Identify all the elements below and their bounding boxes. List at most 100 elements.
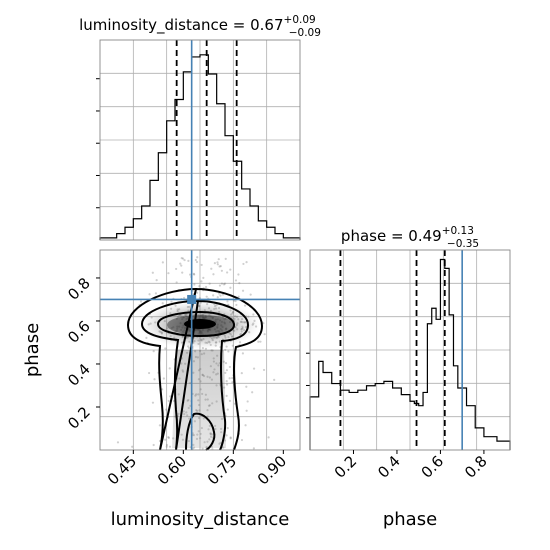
scatter-point (227, 350, 230, 353)
scatter-point (196, 256, 199, 259)
joint-xtick-label: 0.75 (204, 452, 240, 488)
phase-xtick-label: 0.2 (331, 452, 361, 482)
scatter-point (267, 436, 270, 439)
scatter-point (219, 294, 222, 297)
joint-xtick-label: 0.60 (154, 452, 190, 488)
scatter-point (212, 294, 215, 297)
scatter-point (249, 293, 252, 296)
scatter-point (240, 372, 243, 375)
scatter-point (245, 385, 248, 388)
joint-xticks: 0.45 0.60 0.75 0.90 (104, 450, 290, 488)
scatter-point (168, 367, 171, 370)
scatter-point (221, 293, 225, 296)
scatter-point (263, 333, 266, 336)
scatter-point (224, 348, 227, 352)
scatter-point (212, 273, 215, 276)
scatter-point (131, 445, 134, 448)
scatter-point (231, 376, 234, 380)
scatter-point (198, 285, 201, 288)
scatter-point (219, 265, 222, 268)
scatter-point (148, 293, 151, 296)
scatter-point (220, 282, 224, 285)
scatter-point (216, 296, 219, 299)
scatter-point (167, 399, 170, 403)
scatter-point (161, 302, 164, 305)
scatter-point (252, 447, 255, 450)
contour-tail-inner (185, 412, 216, 451)
scatter-point (234, 279, 238, 282)
scatter-point (228, 399, 232, 402)
scatter-point (161, 261, 164, 264)
ld-hist-grid (100, 40, 300, 240)
scatter-point (245, 409, 248, 412)
scatter-point (151, 271, 154, 274)
scatter-point (237, 295, 240, 298)
density-tail (172, 350, 226, 448)
joint-ytick-label: 0.6 (64, 317, 94, 347)
phase-hist-xticks: 0.2 0.4 0.6 0.8 (331, 450, 491, 482)
contour-inner (156, 310, 236, 338)
joint-ytick-label: 0.4 (64, 360, 94, 390)
scatter-point (257, 340, 260, 343)
scatter-point (229, 436, 232, 439)
ld-hist-title: luminosity_distance = 0.67+0.09 −0.09 (79, 14, 321, 39)
scatter-point (167, 436, 170, 439)
joint-ytick-label: 0.8 (64, 274, 94, 304)
joint-ytick-label: 0.2 (64, 403, 94, 433)
scatter-point (152, 350, 155, 353)
scatter-point (218, 284, 222, 287)
scatter-point (251, 391, 254, 394)
scatter-point (165, 408, 168, 411)
scatter-point (175, 267, 178, 271)
scatter-point (234, 299, 237, 303)
scatter-point (195, 291, 199, 294)
ld-hist-panel: luminosity_distance = 0.67+0.09 −0.09 (79, 14, 321, 241)
scatter-point (229, 286, 232, 289)
scatter-point (147, 371, 151, 375)
scatter-point (217, 258, 220, 261)
scatter-point (181, 271, 184, 274)
scatter-point (252, 367, 256, 370)
scatter-point (200, 280, 203, 283)
phase-hist-panel: 0.2 0.4 0.6 0.8 phase = 0.49+0.13 −0.35 phas… (306, 225, 511, 530)
scatter-point (223, 282, 227, 285)
joint-truth-marker (187, 294, 197, 304)
scatter-point (153, 378, 156, 381)
ld-hist-quantiles (175, 40, 238, 240)
scatter-point (183, 258, 186, 262)
joint-xlabel: luminosity_distance (111, 509, 290, 530)
scatter-point (246, 400, 249, 403)
scatter-point (170, 300, 173, 303)
scatter-point (164, 438, 167, 441)
scatter-point (242, 262, 245, 266)
scatter-point (164, 347, 167, 350)
phase-xtick-label: 0.4 (374, 452, 404, 482)
scatter-point (241, 352, 245, 355)
scatter-point (244, 424, 247, 427)
scatter-point (226, 408, 229, 411)
scatter-point (262, 368, 266, 372)
joint-ylabel: phase (22, 323, 43, 377)
scatter-point (235, 303, 238, 307)
scatter-point (226, 271, 229, 274)
scatter-point (224, 362, 228, 365)
contour-middle (140, 299, 250, 451)
scatter-point (181, 257, 185, 260)
scatter-point (175, 281, 178, 284)
phase-hist-yticks (306, 288, 310, 419)
scatter-point (180, 256, 183, 260)
scatter-point (218, 292, 221, 295)
scatter-point (208, 282, 211, 285)
scatter-point (192, 272, 195, 275)
scatter-point (204, 285, 208, 289)
ld-hist-line (99, 54, 301, 240)
scatter-point (228, 377, 231, 380)
scatter-point (228, 365, 231, 369)
scatter-point (189, 273, 192, 276)
scatter-point (225, 369, 228, 372)
phase-xtick-label: 0.6 (418, 452, 448, 482)
scatter-point (226, 427, 229, 430)
phase-hist-xlabel: phase (383, 509, 437, 530)
scatter-point (165, 443, 169, 447)
